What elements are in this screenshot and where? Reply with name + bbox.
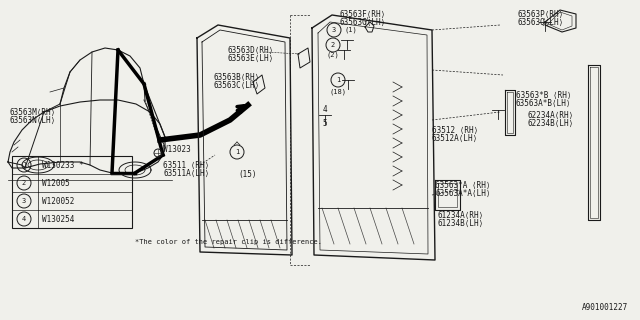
Text: 2: 2 (331, 42, 335, 48)
Text: 61234B⟨LH⟩: 61234B⟨LH⟩ (438, 219, 484, 228)
Text: 62234A⟨RH⟩: 62234A⟨RH⟩ (527, 110, 573, 119)
Text: (1): (1) (344, 27, 356, 33)
Text: W120052: W120052 (42, 196, 74, 205)
Bar (12, 156, 132, 228)
Text: 63563E⟨LH⟩: 63563E⟨LH⟩ (228, 53, 275, 62)
Text: 63563P⟨RH⟩: 63563P⟨RH⟩ (518, 10, 564, 19)
Text: 3: 3 (332, 27, 336, 33)
Text: 61234A⟨RH⟩: 61234A⟨RH⟩ (438, 211, 484, 220)
Text: 63563Q⟨LH⟩: 63563Q⟨LH⟩ (518, 18, 564, 27)
Text: 1: 1 (22, 162, 26, 168)
Text: 63563M⟨RH⟩: 63563M⟨RH⟩ (10, 108, 56, 116)
Text: (2): (2) (326, 52, 339, 58)
Text: 4: 4 (323, 106, 327, 115)
Text: (18): (18) (330, 89, 346, 95)
Text: W130254: W130254 (42, 214, 74, 223)
Text: 5: 5 (323, 118, 327, 127)
Text: 63563A*B⟨LH⟩: 63563A*B⟨LH⟩ (516, 99, 572, 108)
Text: 63563F⟨RH⟩: 63563F⟨RH⟩ (340, 10, 387, 19)
Text: 63563N⟨LH⟩: 63563N⟨LH⟩ (10, 116, 56, 124)
Text: 63563B⟨RH⟩: 63563B⟨RH⟩ (213, 73, 259, 82)
Text: W12005: W12005 (42, 179, 70, 188)
Text: 63563G⟨LH⟩: 63563G⟨LH⟩ (340, 18, 387, 27)
Text: W130233 *: W130233 * (42, 161, 84, 170)
Text: (15): (15) (239, 171, 257, 180)
Text: 62234B⟨LH⟩: 62234B⟨LH⟩ (527, 118, 573, 127)
Text: 1: 1 (235, 149, 239, 155)
Text: *The color of the repair clip is difference.: *The color of the repair clip is differe… (135, 239, 322, 245)
Text: 63511A⟨LH⟩: 63511A⟨LH⟩ (163, 169, 209, 178)
Text: 63563*B ⟨RH⟩: 63563*B ⟨RH⟩ (516, 91, 572, 100)
Text: 3: 3 (22, 198, 26, 204)
Text: 2: 2 (22, 180, 26, 186)
Text: 63563A*A⟨LH⟩: 63563A*A⟨LH⟩ (435, 188, 490, 197)
Text: 63563*A ⟨RH⟩: 63563*A ⟨RH⟩ (435, 180, 490, 189)
Text: 63511 ⟨RH⟩: 63511 ⟨RH⟩ (163, 161, 209, 170)
Text: 1: 1 (336, 77, 340, 83)
Text: A901001227: A901001227 (582, 303, 628, 313)
Text: 4: 4 (22, 216, 26, 222)
Text: W13023: W13023 (163, 146, 191, 155)
Text: 63563C⟨LH⟩: 63563C⟨LH⟩ (213, 81, 259, 90)
Text: 63512 ⟨RH⟩: 63512 ⟨RH⟩ (432, 125, 478, 134)
Text: 63563D⟨RH⟩: 63563D⟨RH⟩ (228, 45, 275, 54)
Text: 63512A⟨LH⟩: 63512A⟨LH⟩ (432, 133, 478, 142)
